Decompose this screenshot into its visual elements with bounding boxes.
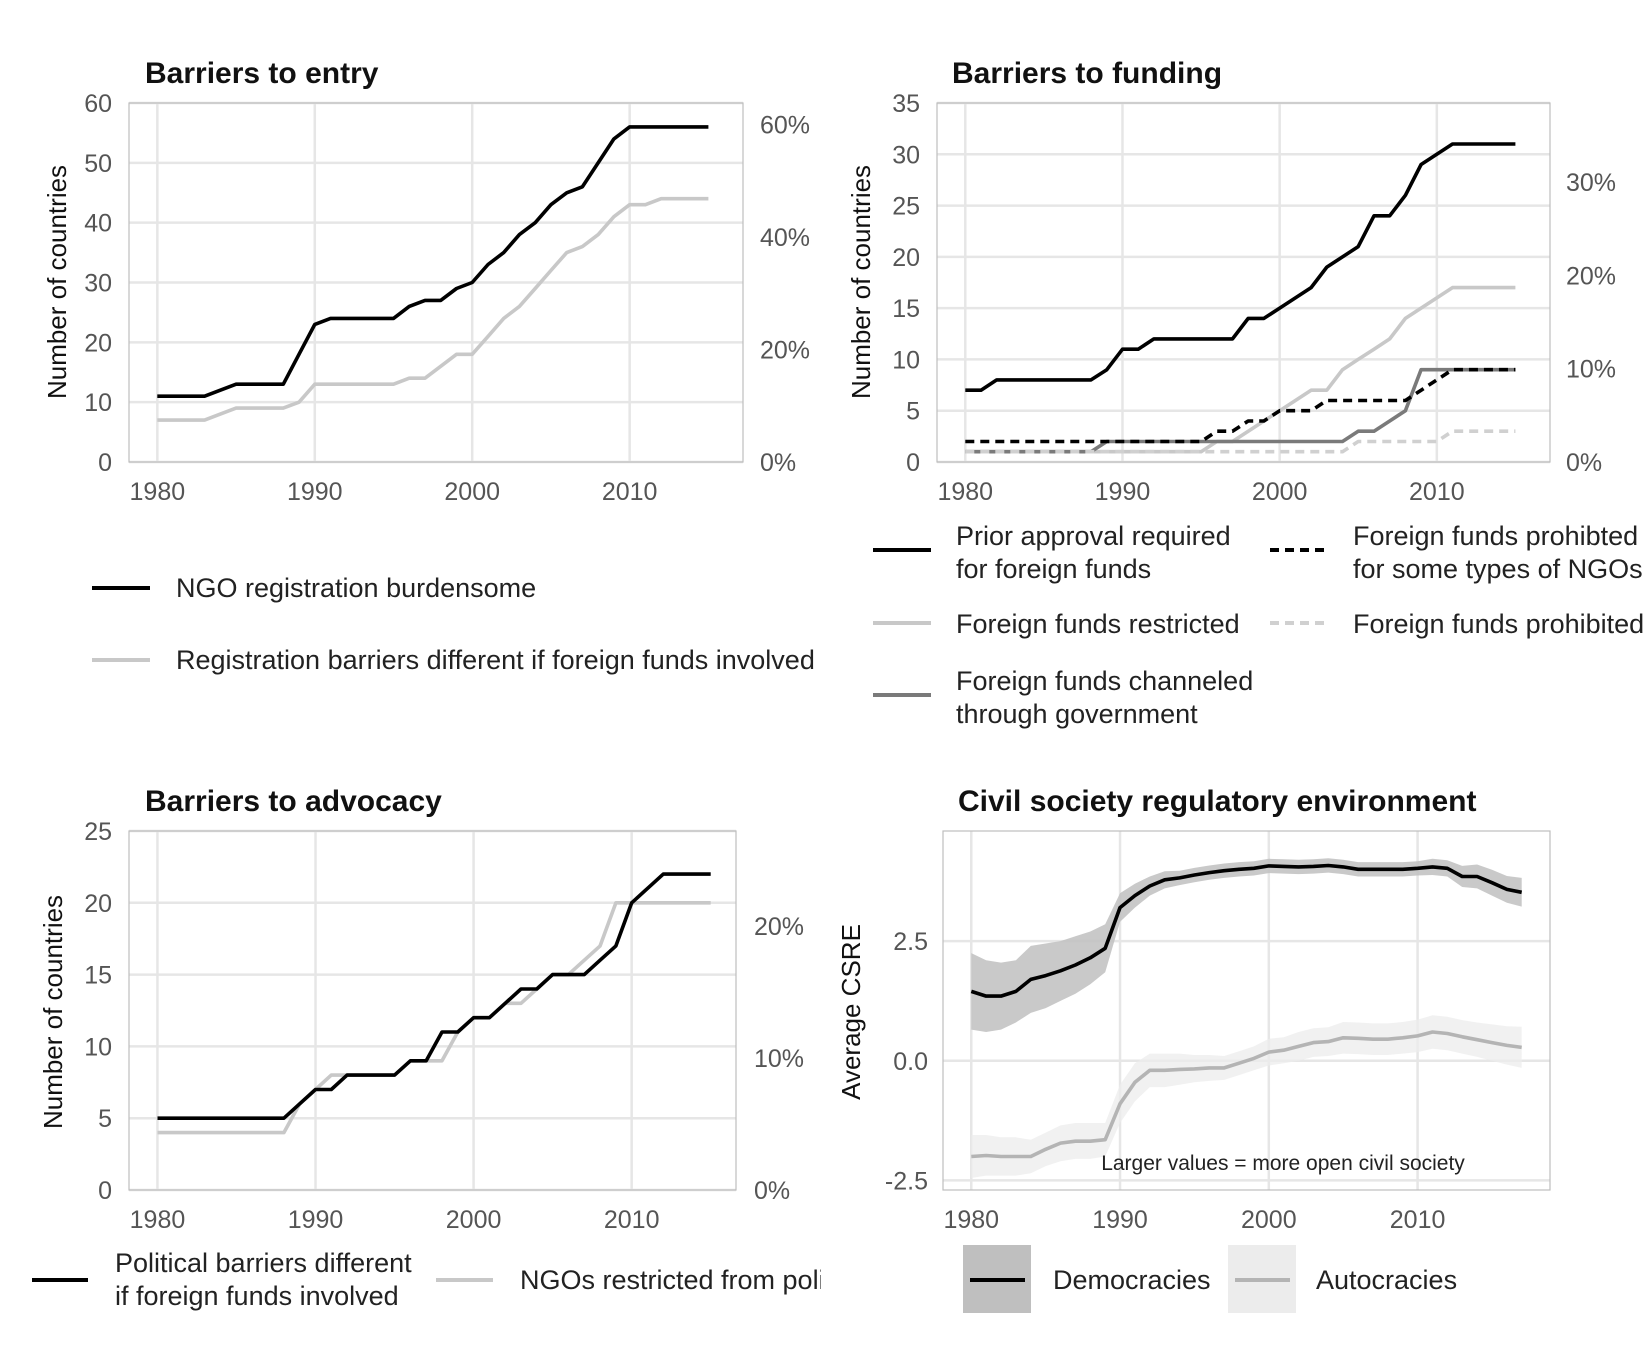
legend-label: Foreign funds prohibited <box>1353 609 1644 639</box>
chart-advocacy: Barriers to advocacy Number of countries 1… <box>38 785 804 1234</box>
x-tick-label: 2010 <box>602 478 658 506</box>
x-tick-label: 1990 <box>1092 1206 1148 1234</box>
y-axis-label: Average CSRE <box>836 924 866 1100</box>
series-line-1 <box>157 196 709 422</box>
y-tick-label: 15 <box>84 962 112 990</box>
series-line-1 <box>965 285 1516 454</box>
series-line-0 <box>970 863 1523 998</box>
y-tick-label: 10 <box>892 346 920 374</box>
chart-funding: Barriers to funding Number of countries 19… <box>846 57 1616 506</box>
x-tick-label: 1980 <box>130 1206 186 1234</box>
plot-frame <box>936 102 1551 463</box>
chart-title: Barriers to entry <box>145 57 379 90</box>
x-tick-label: 1980 <box>937 478 993 506</box>
x-tick-label: 2000 <box>444 478 500 506</box>
y-tick-label: 40 <box>84 210 112 238</box>
secondary-tick-label: 0% <box>1566 449 1602 477</box>
y-tick-label: 5 <box>906 398 920 426</box>
chart-title: Barriers to funding <box>952 57 1222 90</box>
series-line-1 <box>971 1030 1522 1159</box>
plot-frame <box>942 830 1551 1191</box>
series-line-3 <box>965 367 1516 444</box>
y-tick-label: 0 <box>98 1177 112 1205</box>
y-tick-label: 0 <box>906 449 920 477</box>
x-tick-label: 1980 <box>130 478 186 506</box>
plot-frame <box>128 830 737 1191</box>
y-tick-label: 35 <box>892 90 920 118</box>
x-tick-label: 1990 <box>287 478 343 506</box>
secondary-tick-label: 10% <box>754 1045 804 1073</box>
series-line-0 <box>965 142 1516 392</box>
secondary-tick-label: 0% <box>760 449 796 477</box>
secondary-tick-label: 0% <box>754 1177 790 1205</box>
annotation-text: Larger values = more open civil society <box>1101 1152 1465 1175</box>
legend-label: Foreign funds prohibted for some types of… <box>1353 521 1643 584</box>
y-tick-label: 30 <box>84 270 112 298</box>
series-line-4 <box>965 429 1516 454</box>
series-line-0 <box>157 872 711 1120</box>
legend-label: NGO registration burdensome <box>176 573 536 603</box>
y-tick-label: 15 <box>892 295 920 323</box>
chart-entry: Barriers to entry Number of countries 1980… <box>42 57 810 506</box>
secondary-tick-label: 20% <box>760 337 810 365</box>
secondary-tick-label: 30% <box>1566 169 1616 197</box>
series-line-2 <box>965 367 1516 454</box>
y-tick-label: 5 <box>98 1105 112 1133</box>
x-tick-label: 2010 <box>1409 478 1465 506</box>
x-tick-label: 1990 <box>288 1206 344 1234</box>
y-tick-label: 10 <box>84 1033 112 1061</box>
series-line-1 <box>157 901 711 1135</box>
y-tick-label: 0.0 <box>893 1048 928 1076</box>
y-tick-label: 10 <box>84 389 112 417</box>
series-line-0 <box>157 125 709 398</box>
y-tick-label: 2.5 <box>893 928 928 956</box>
legend-label: Autocracies <box>1316 1265 1457 1295</box>
x-tick-label: 1990 <box>1095 478 1151 506</box>
legend-funding: Prior approval required for foreign funds… <box>873 521 1644 729</box>
x-tick-label: 1980 <box>943 1206 999 1234</box>
y-tick-label: 20 <box>84 329 112 357</box>
y-tick-label: 20 <box>84 890 112 918</box>
chart-csre: Civil society regulatory environment Aver… <box>836 785 1551 1234</box>
legend-label: NGOs restricted from political activitie… <box>520 1265 984 1295</box>
y-axis-label: Number of countries <box>846 165 876 399</box>
band-autocracies <box>971 1015 1522 1178</box>
legend-label: Political barriers different if foreign f… <box>115 1248 412 1311</box>
band-democracies <box>971 858 1522 1032</box>
chart-title: Civil society regulatory environment <box>958 785 1476 818</box>
y-tick-label: 30 <box>892 141 920 169</box>
plot-frame <box>128 102 744 463</box>
secondary-tick-label: 60% <box>760 112 810 140</box>
y-axis-label: Number of countries <box>42 165 72 399</box>
secondary-tick-label: 20% <box>754 913 804 941</box>
y-tick-label: 0 <box>98 449 112 477</box>
x-tick-label: 2000 <box>1252 478 1308 506</box>
y-tick-label: -2.5 <box>885 1167 928 1195</box>
x-tick-label: 2000 <box>446 1206 502 1234</box>
y-tick-label: 20 <box>892 244 920 272</box>
y-tick-label: 50 <box>84 150 112 178</box>
y-tick-label: 60 <box>84 90 112 118</box>
legend-label: Registration barriers different if forei… <box>176 645 815 675</box>
secondary-tick-label: 40% <box>760 224 810 252</box>
legend-label: Prior approval required for foreign funds <box>956 521 1231 584</box>
legend-csre: Democracies Autocracies <box>963 1245 1457 1313</box>
legend-label: Democracies <box>1053 1265 1211 1295</box>
legend-entry: NGO registration burdensome Registration … <box>92 573 815 675</box>
x-tick-label: 2010 <box>1390 1206 1446 1234</box>
legend-advocacy: Political barriers different if foreign f… <box>32 1248 984 1311</box>
legend-label: Foreign funds channeled through governmen… <box>956 666 1253 729</box>
y-tick-label: 25 <box>892 193 920 221</box>
y-tick-label: 25 <box>84 818 112 846</box>
secondary-tick-label: 10% <box>1566 356 1616 384</box>
y-axis-label: Number of countries <box>38 895 68 1129</box>
x-tick-label: 2010 <box>604 1206 660 1234</box>
legend-label: Foreign funds restricted <box>956 609 1240 639</box>
secondary-tick-label: 20% <box>1566 262 1616 290</box>
x-tick-label: 2000 <box>1241 1206 1297 1234</box>
chart-title: Barriers to advocacy <box>145 785 442 818</box>
